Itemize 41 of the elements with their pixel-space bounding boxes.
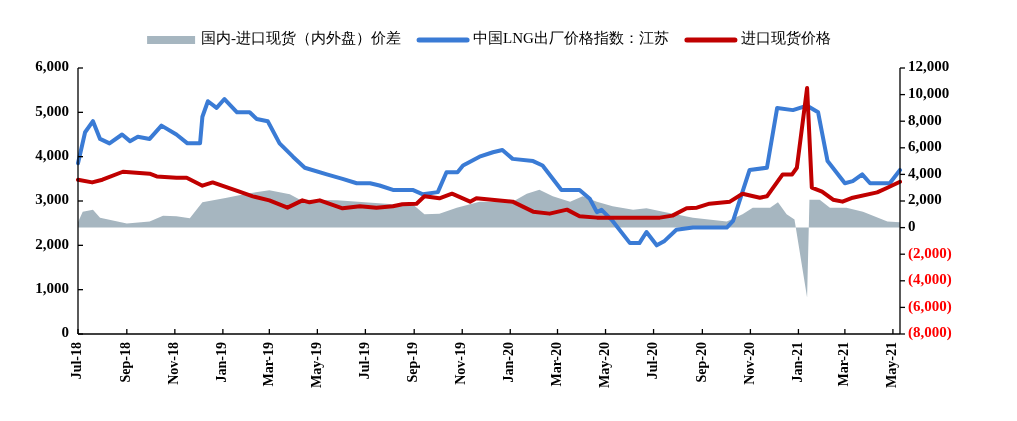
y2-tick-label: (6,000) <box>908 297 952 315</box>
y2-tick-label: 4,000 <box>908 164 942 181</box>
x-tick-label: Jan-19 <box>214 342 230 383</box>
x-tick-label: Mar-20 <box>548 342 564 387</box>
x-tick-label: Mar-19 <box>260 342 276 387</box>
y2-tick-label: (4,000) <box>908 271 952 289</box>
y2-tick-label: 8,000 <box>908 111 942 128</box>
line-series <box>76 85 902 220</box>
legend-label: 中国LNG出厂价格指数：江苏 <box>473 30 669 47</box>
x-tick-label: Sep-18 <box>118 342 134 383</box>
x-tick-label: Nov-18 <box>166 342 182 385</box>
x-tick-label: Sep-20 <box>693 342 709 383</box>
y-tick-label: 0 <box>61 324 69 341</box>
x-tick-label: Jan-21 <box>789 342 805 383</box>
legend-label: 国内-进口现货（内外盘）价差 <box>201 30 402 47</box>
x-tick-label: Jan-20 <box>501 342 517 383</box>
y2-tick-label: (8,000) <box>908 324 952 342</box>
x-tick-label: Nov-20 <box>741 342 757 385</box>
x-tick-label: May-19 <box>308 342 324 388</box>
y-tick-label: 4,000 <box>35 147 69 164</box>
y-tick-label: 5,000 <box>35 102 69 119</box>
x-tick-label: Jul-18 <box>69 342 85 380</box>
x-tick-label: Sep-19 <box>405 342 421 383</box>
y-tick-label: 2,000 <box>35 235 69 252</box>
y2-tick-label: 6,000 <box>908 138 942 155</box>
x-tick-label: Jul-20 <box>644 342 660 380</box>
y-tick-label: 6,000 <box>35 58 69 75</box>
x-tick-label: Nov-19 <box>453 342 469 385</box>
y2-tick-label: (2,000) <box>908 244 952 262</box>
y2-tick-label: 12,000 <box>908 58 950 75</box>
y2-tick-label: 0 <box>908 218 916 235</box>
y-tick-label: 1,000 <box>35 280 69 297</box>
y2-tick-label: 10,000 <box>908 85 950 102</box>
y2-tick-label: 2,000 <box>908 191 942 208</box>
legend-label: 进口现货价格 <box>740 30 831 47</box>
x-tick-label: Jul-19 <box>356 342 372 380</box>
x-tick-label: May-20 <box>596 342 612 388</box>
x-tick-label: Mar-21 <box>836 342 852 387</box>
line-series <box>76 97 902 248</box>
y-tick-label: 3,000 <box>35 191 69 208</box>
x-tick-label: May-21 <box>884 342 900 388</box>
